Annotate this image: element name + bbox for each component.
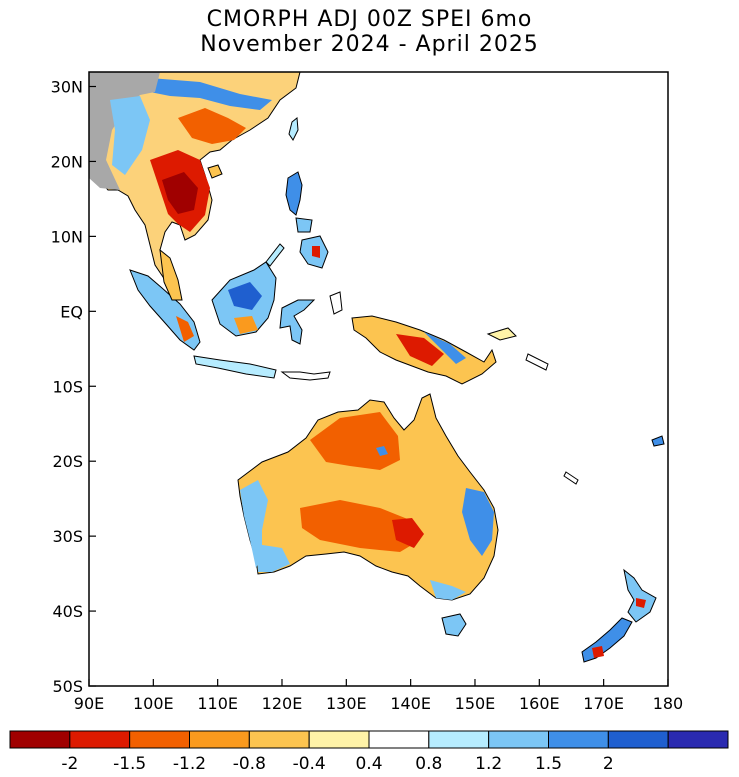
australia-wet-east — [462, 488, 494, 556]
land-fiji — [651, 435, 665, 447]
land-tasmania — [441, 613, 467, 637]
lon-tick-label: 160E — [519, 694, 560, 713]
land-palawan — [265, 243, 285, 267]
colorbar-swatch — [667, 730, 729, 749]
australia-very-dry — [392, 518, 424, 548]
australia-wet-southwest — [256, 544, 290, 572]
australia-wet-southeast — [430, 580, 466, 600]
color-scale-bar: -2 -1.5 -1.2 -0.8 -0.4 0.4 0.8 1.2 1.5 2 — [9, 730, 729, 774]
lon-tick-label: 120E — [262, 694, 303, 713]
land-new-britain — [486, 327, 517, 341]
indochina-very-dry — [162, 172, 198, 214]
land-hainan — [207, 164, 223, 179]
colorbar-swatch — [428, 730, 490, 749]
colorbar-swatch — [129, 730, 191, 749]
land-malay-peninsula — [159, 248, 183, 301]
colorbar-swatch — [248, 730, 310, 749]
lon-tick-label: 150E — [455, 694, 496, 713]
colorbar-label: -2 — [61, 754, 78, 774]
colorbar-label: 0.4 — [355, 754, 382, 774]
colorbar-label: 1.5 — [535, 754, 562, 774]
australia-dry-north — [310, 412, 400, 470]
land-nz-south-island — [581, 617, 633, 663]
borneo-dry — [234, 316, 258, 334]
latitude-axis: 30N 20N 10N EQ 10S 20S 30S 40S 50S — [51, 78, 96, 696]
land-lesser-sundas — [280, 371, 331, 381]
map-title-line1: CMORPH ADJ 00Z SPEI 6mo — [206, 7, 533, 32]
colorbar-label: -1.2 — [173, 754, 206, 774]
colorbar-label: -0.8 — [233, 754, 266, 774]
lat-tick-label: EQ — [60, 302, 83, 321]
land-nz-north-island — [623, 568, 657, 623]
sumatra-dry — [176, 316, 194, 342]
lon-tick-label: 170E — [583, 694, 624, 713]
lon-tick-label: 90E — [74, 694, 104, 713]
new-guinea-wet — [424, 332, 466, 364]
lat-tick-label: 50S — [52, 677, 83, 696]
mindanao-dry-spot — [312, 246, 320, 258]
china-dry-core — [178, 108, 246, 144]
lat-tick-label: 10S — [52, 377, 83, 396]
land-solomons — [525, 353, 549, 371]
colorbar-swatch — [488, 730, 549, 749]
china-wet-band — [150, 78, 272, 110]
map-field — [89, 72, 665, 663]
land-halmahera — [329, 291, 343, 315]
colorbar-swatch — [9, 730, 71, 749]
land-new-caledonia — [563, 471, 579, 485]
colorbar-swatch — [189, 730, 250, 749]
colorbar-label: 0.8 — [415, 754, 442, 774]
colorbar-swatch — [368, 730, 430, 749]
lat-tick-label: 20N — [51, 152, 83, 171]
colorbar-label: 1.2 — [475, 754, 502, 774]
nz-north-dry — [636, 598, 646, 608]
lat-tick-label: 20S — [52, 452, 83, 471]
lat-tick-label: 10N — [51, 227, 83, 246]
lat-tick-label: 40S — [52, 602, 83, 621]
australia-wet-spot — [376, 446, 388, 456]
colorbar-swatch — [308, 730, 370, 749]
land-sulawesi — [279, 299, 316, 345]
lat-tick-label: 30S — [52, 527, 83, 546]
lon-tick-label: 110E — [197, 694, 238, 713]
colorbar-label: -0.4 — [293, 754, 326, 774]
no-data-region — [89, 72, 160, 190]
colorbar-label: -1.5 — [113, 754, 146, 774]
land-visayas — [295, 217, 313, 233]
lon-tick-label: 130E — [326, 694, 367, 713]
new-guinea-dry — [396, 334, 444, 366]
longitude-axis: 90E 100E 110E 120E 130E 140E 150E 160E 170E 180 — [74, 679, 683, 713]
map-frame — [88, 71, 669, 687]
land-java — [193, 355, 277, 379]
colorbar-label: 2 — [603, 754, 614, 774]
myanmar-wet — [110, 96, 150, 175]
nz-south-dry — [592, 646, 604, 658]
colorbar-swatch — [607, 730, 669, 749]
colorbar-swatch — [548, 730, 609, 749]
borneo-wet-core — [228, 282, 262, 310]
land-australia — [237, 393, 499, 601]
lon-tick-label: 100E — [133, 694, 174, 713]
lon-tick-label: 140E — [390, 694, 431, 713]
map-title-line2: November 2024 - April 2025 — [200, 32, 539, 57]
lon-tick-label: 180 — [653, 694, 684, 713]
land-luzon — [285, 171, 303, 216]
lat-tick-label: 30N — [51, 78, 83, 97]
colorbar-swatch — [69, 730, 131, 749]
land-taiwan — [288, 117, 299, 141]
australia-dry-central — [300, 500, 420, 552]
